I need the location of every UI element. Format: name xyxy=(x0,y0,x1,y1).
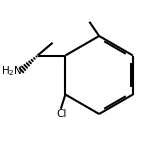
Text: H$_2$N: H$_2$N xyxy=(1,64,22,78)
Text: Cl: Cl xyxy=(56,110,67,119)
